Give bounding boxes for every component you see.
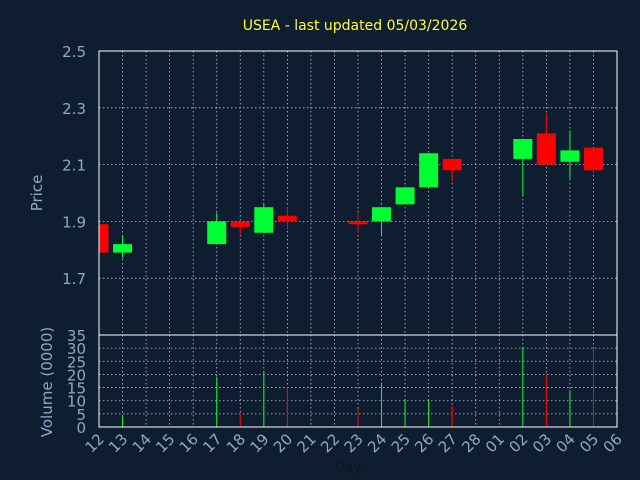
candles <box>98 113 603 259</box>
candle <box>207 212 227 245</box>
candle-body <box>254 207 274 233</box>
candle <box>583 147 603 174</box>
candle-body <box>536 133 556 165</box>
price-axis-label: Price <box>28 175 46 212</box>
candle-body <box>113 244 133 253</box>
x-tick-label: 28 <box>458 430 484 456</box>
volume-y-tick-label: 0 <box>76 419 86 437</box>
x-tick-label: 01 <box>482 430 508 456</box>
volume-axis-label: Volume (0000) <box>38 327 56 437</box>
x-tick-label: 17 <box>199 430 225 456</box>
x-tick-label: 18 <box>223 430 249 456</box>
candle-body <box>560 150 580 162</box>
candle-body <box>372 207 392 222</box>
candle <box>254 204 274 233</box>
x-tick-label: 24 <box>364 430 390 456</box>
candle-body <box>277 215 297 222</box>
x-tick-label: 15 <box>152 430 178 456</box>
x-tick-label: 25 <box>388 430 414 456</box>
candle <box>348 212 368 233</box>
volume-y-tick-label: 30 <box>67 340 86 358</box>
candle-body <box>442 158 462 171</box>
x-tick-label: 22 <box>317 430 343 456</box>
candle-body <box>207 221 227 245</box>
candle <box>372 207 392 236</box>
x-tick-label: 23 <box>341 430 367 456</box>
x-axis-label: Day <box>334 460 362 476</box>
candle <box>442 158 462 182</box>
volume-y-tick-label: 5 <box>76 406 86 424</box>
x-tick-label: 19 <box>246 430 272 456</box>
candle-body <box>419 153 439 188</box>
x-tick-label: 27 <box>435 430 461 456</box>
price-y-tick-labels: 2.5 2.3 2.1 1.9 1.7 <box>62 43 86 288</box>
x-tick-label: 03 <box>529 430 555 456</box>
candle <box>395 187 415 205</box>
x-tick-label: 21 <box>294 430 320 456</box>
volume-y-tick-label: 15 <box>67 380 86 398</box>
x-tick-label: 16 <box>176 430 202 456</box>
candle <box>277 207 297 230</box>
candle-body <box>348 221 368 225</box>
price-y-tick-label: 1.9 <box>62 213 86 231</box>
x-tick-label: 06 <box>600 430 626 456</box>
x-tick-label: 04 <box>553 430 579 456</box>
candle <box>513 139 533 196</box>
volume-plot-frame <box>98 334 618 428</box>
price-gridlines <box>98 50 618 335</box>
price-y-tick-label: 2.3 <box>62 100 86 118</box>
x-tick-label: 26 <box>411 430 437 456</box>
candle-body <box>583 147 603 171</box>
x-tick-label: 20 <box>270 430 296 456</box>
price-y-tick-label: 2.1 <box>62 157 86 175</box>
candle-body <box>230 221 250 228</box>
candle-body <box>99 224 109 253</box>
price-y-tick-label: 2.5 <box>62 43 86 61</box>
volume-bars <box>122 348 594 427</box>
x-tick-label: 05 <box>576 430 602 456</box>
candle <box>560 130 580 179</box>
volume-y-tick-label: 35 <box>67 327 86 345</box>
x-tick-labels: 1213141516171819202122232425262728010203… <box>82 430 626 456</box>
price-y-tick-label: 1.7 <box>62 270 86 288</box>
candle <box>419 153 439 188</box>
candle-body <box>395 187 415 205</box>
chart-title: USEA - last updated 05/03/2026 <box>243 18 468 34</box>
volume-y-tick-label: 10 <box>67 393 86 411</box>
volume-y-tick-label: 20 <box>67 366 86 384</box>
candle <box>536 113 556 165</box>
candle <box>113 235 133 259</box>
candle-body <box>513 139 533 159</box>
x-tick-label: 13 <box>105 430 131 456</box>
candle <box>98 224 109 253</box>
x-tick-label: 14 <box>129 430 155 456</box>
x-tick-label: 02 <box>505 430 531 456</box>
volume-y-tick-label: 25 <box>67 353 86 371</box>
candle <box>230 221 250 236</box>
